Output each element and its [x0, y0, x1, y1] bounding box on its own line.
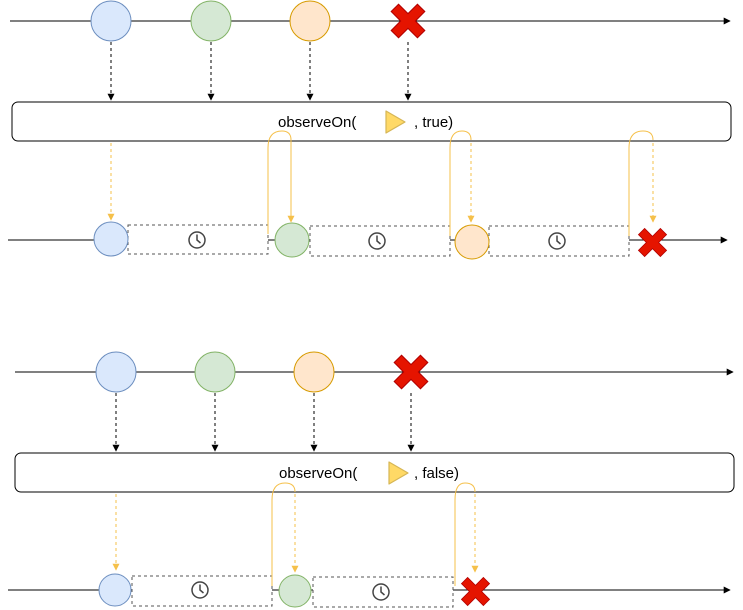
bottom-operator-prefix: observeOn( [279, 465, 357, 482]
top-delay-loop [267, 130, 292, 234]
bottom-output-event-green [278, 574, 312, 608]
top-operator-suffix: , true) [414, 114, 453, 131]
top-delay-loop [449, 130, 472, 236]
top-delay-box [488, 225, 630, 257]
top-output-event-orange [454, 224, 490, 260]
top-delay-loop [628, 130, 654, 236]
top-source-event-orange [289, 0, 331, 42]
bottom-delay-loop [454, 482, 476, 586]
top-source-event-green [190, 0, 232, 42]
scheduler-triangle-icon [385, 110, 406, 134]
top-operator-box [11, 101, 732, 142]
bottom-delay-loop [271, 482, 296, 586]
top-operator-prefix: observeOn( [278, 114, 356, 131]
bottom-delay-box [312, 576, 454, 608]
top-source-event-blue [90, 0, 132, 42]
bottom-operator-suffix: , false) [414, 465, 459, 482]
top-delay-box [127, 224, 269, 255]
top-output-error-icon [638, 228, 667, 257]
scheduler-triangle-icon [388, 461, 409, 485]
top-output-event-green [274, 222, 310, 258]
top-diagram: observeOn( , true) [8, 0, 732, 260]
bottom-diagram: observeOn( , false) [8, 351, 735, 608]
top-delay-box [309, 225, 451, 257]
bottom-output-event-blue [98, 573, 132, 607]
bottom-source-event-green [194, 351, 236, 393]
top-output-event-blue [93, 221, 129, 257]
bottom-source-event-orange [293, 351, 335, 393]
bottom-output-error-icon [461, 577, 490, 606]
bottom-source-event-blue [95, 351, 137, 393]
bottom-operator-box [14, 452, 735, 493]
